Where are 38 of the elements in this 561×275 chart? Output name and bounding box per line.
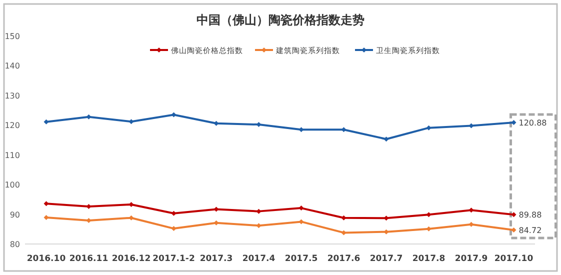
y-tick-label: 80 bbox=[10, 240, 20, 249]
x-tick-label: 2017.8 bbox=[412, 254, 446, 264]
point bbox=[298, 206, 304, 211]
x-tick-label: 2017.4 bbox=[242, 254, 276, 264]
x-tick-label: 2017.9 bbox=[454, 254, 488, 264]
point bbox=[171, 226, 176, 232]
point bbox=[171, 112, 176, 118]
x-tick-label: 2017.7 bbox=[370, 254, 403, 264]
x-tick-label: 2016.11 bbox=[69, 254, 108, 264]
x-tick-label: 2017.3 bbox=[200, 254, 233, 264]
y-tick-label: 150 bbox=[4, 32, 20, 41]
data-label: 89.88 bbox=[518, 210, 542, 220]
point bbox=[511, 120, 516, 126]
point bbox=[511, 227, 516, 232]
y-tick-label: 90 bbox=[10, 210, 20, 220]
y-tick-label: 100 bbox=[4, 180, 20, 190]
point bbox=[511, 212, 516, 218]
point bbox=[384, 136, 389, 142]
point bbox=[86, 114, 92, 120]
x-tick-label: 2017.5 bbox=[284, 254, 318, 264]
x-tick-label: 2016.12 bbox=[112, 254, 151, 264]
x-tick-label: 2017.6 bbox=[327, 254, 360, 264]
data-label: 84.72 bbox=[518, 226, 542, 235]
point bbox=[128, 119, 134, 124]
point bbox=[86, 204, 92, 210]
data-label: 120.88 bbox=[518, 118, 547, 128]
y-tick-label: 140 bbox=[4, 62, 20, 71]
y-tick-label: 120 bbox=[4, 121, 20, 130]
point bbox=[44, 215, 49, 220]
x-tick-label: 2017.10 bbox=[494, 254, 534, 264]
x-tick-label: 2016.10 bbox=[26, 254, 66, 264]
point bbox=[86, 218, 92, 224]
chart-title: 中国（佛山）陶瓷价格指数走势 bbox=[196, 13, 364, 27]
point bbox=[44, 119, 49, 124]
y-tick-label: 130 bbox=[4, 91, 20, 100]
x-tick-label: 2017.1-2 bbox=[152, 254, 195, 264]
y-tick-label: 110 bbox=[4, 150, 20, 160]
point bbox=[468, 222, 474, 227]
